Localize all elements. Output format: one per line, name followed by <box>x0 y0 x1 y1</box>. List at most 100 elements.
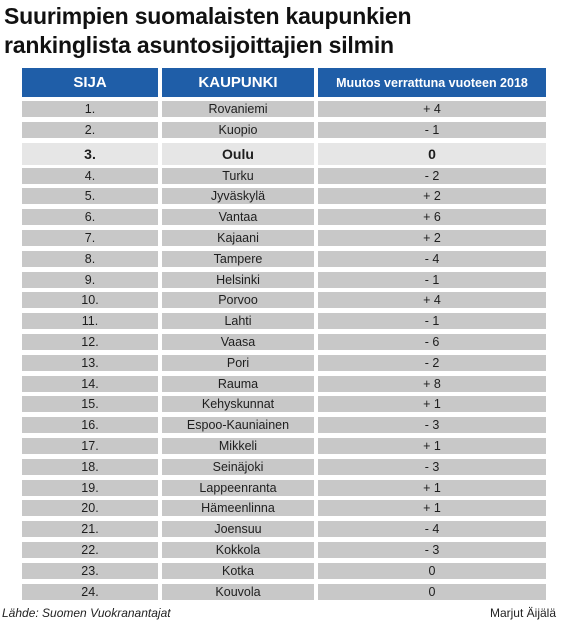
change-cell: - 4 <box>318 521 546 538</box>
city-cell: Turku <box>162 167 314 184</box>
rank-cell: 18. <box>22 458 158 475</box>
column-header-city: KAUPUNKI <box>162 68 314 97</box>
table-row: 1. Rovaniemi + 4 <box>22 101 546 117</box>
table-row: 18. Seinäjoki - 3 <box>22 458 546 475</box>
change-cell: - 6 <box>318 334 546 350</box>
rank-cell: 5. <box>22 188 158 205</box>
change-cell: - 1 <box>318 271 546 288</box>
ranking-table: SIJA KAUPUNKI Muutos verrattuna vuoteen … <box>22 68 546 600</box>
city-cell: Hämeenlinna <box>162 500 314 517</box>
rank-cell: 6. <box>22 209 158 226</box>
table-row: 15. Kehyskunnat + 1 <box>22 396 546 413</box>
city-cell: Pori <box>162 354 314 371</box>
city-cell: Kouvola <box>162 583 314 600</box>
change-cell: - 4 <box>318 250 546 267</box>
table-row: 21. Joensuu - 4 <box>22 521 546 538</box>
change-cell: + 8 <box>318 375 546 392</box>
rank-cell: 4. <box>22 167 158 184</box>
rank-cell: 1. <box>22 101 158 117</box>
change-cell: - 3 <box>318 417 546 434</box>
city-cell: Vaasa <box>162 334 314 350</box>
rank-cell: 16. <box>22 417 158 434</box>
change-cell: + 6 <box>318 209 546 226</box>
city-cell: Lappeenranta <box>162 479 314 496</box>
change-cell: + 2 <box>318 230 546 246</box>
rank-cell: 20. <box>22 500 158 517</box>
rank-cell: 21. <box>22 521 158 538</box>
table-row: 5. Jyväskylä + 2 <box>22 188 546 205</box>
change-cell: - 2 <box>318 167 546 184</box>
change-cell: 0 <box>318 562 546 579</box>
city-cell: Kuopio <box>162 121 314 138</box>
table-row: 14. Rauma + 8 <box>22 375 546 392</box>
change-cell: - 2 <box>318 354 546 371</box>
chart-title: Suurimpien suomalaisten kaupunkien ranki… <box>4 3 412 58</box>
rank-cell: 9. <box>22 271 158 288</box>
change-cell: - 3 <box>318 458 546 475</box>
table-row: 11. Lahti - 1 <box>22 313 546 330</box>
change-cell: + 4 <box>318 292 546 309</box>
change-cell: 0 <box>318 142 546 165</box>
city-cell: Lahti <box>162 313 314 330</box>
rank-cell: 22. <box>22 542 158 558</box>
rank-cell: 7. <box>22 230 158 246</box>
city-cell: Seinäjoki <box>162 458 314 475</box>
city-cell: Rovaniemi <box>162 101 314 117</box>
rank-cell: 17. <box>22 438 158 454</box>
change-cell: - 3 <box>318 542 546 558</box>
table-row: 19. Lappeenranta + 1 <box>22 479 546 496</box>
city-cell: Kehyskunnat <box>162 396 314 413</box>
table-row: 17. Mikkeli + 1 <box>22 438 546 454</box>
table-row: 6. Vantaa + 6 <box>22 209 546 226</box>
rank-cell: 2. <box>22 121 158 138</box>
change-cell: + 4 <box>318 101 546 117</box>
city-cell: Porvoo <box>162 292 314 309</box>
table-row: 22. Kokkola - 3 <box>22 542 546 558</box>
rank-cell: 10. <box>22 292 158 309</box>
change-cell: + 1 <box>318 396 546 413</box>
source-note: Lähde: Suomen Vuokranantajat <box>2 606 171 620</box>
change-cell: - 1 <box>318 313 546 330</box>
rank-cell: 13. <box>22 354 158 371</box>
table-row: 10. Porvoo + 4 <box>22 292 546 309</box>
rank-cell: 23. <box>22 562 158 579</box>
table-row: 12. Vaasa - 6 <box>22 334 546 350</box>
table-row: 3. Oulu 0 <box>22 142 546 165</box>
rank-cell: 12. <box>22 334 158 350</box>
rank-cell: 3. <box>22 142 158 165</box>
column-header-rank: SIJA <box>22 68 158 97</box>
table-row: 16. Espoo-Kauniainen - 3 <box>22 417 546 434</box>
city-cell: Rauma <box>162 375 314 392</box>
table-row: 20. Hämeenlinna + 1 <box>22 500 546 517</box>
rank-cell: 11. <box>22 313 158 330</box>
table-row: 23. Kotka 0 <box>22 562 546 579</box>
city-cell: Joensuu <box>162 521 314 538</box>
city-cell: Jyväskylä <box>162 188 314 205</box>
city-cell: Oulu <box>162 142 314 165</box>
rank-cell: 15. <box>22 396 158 413</box>
table-row: 2. Kuopio - 1 <box>22 121 546 138</box>
change-cell: + 1 <box>318 438 546 454</box>
rank-cell: 8. <box>22 250 158 267</box>
city-cell: Kokkola <box>162 542 314 558</box>
change-cell: + 1 <box>318 500 546 517</box>
city-cell: Helsinki <box>162 271 314 288</box>
table-row: 4. Turku - 2 <box>22 167 546 184</box>
author-credit: Marjut Äijälä <box>489 606 556 620</box>
city-cell: Kotka <box>162 562 314 579</box>
change-cell: + 2 <box>318 188 546 205</box>
rank-cell: 19. <box>22 479 158 496</box>
city-cell: Kajaani <box>162 230 314 246</box>
city-cell: Tampere <box>162 250 314 267</box>
change-cell: + 1 <box>318 479 546 496</box>
city-cell: Vantaa <box>162 209 314 226</box>
change-cell: 0 <box>318 583 546 600</box>
table-header: SIJA KAUPUNKI Muutos verrattuna vuoteen … <box>22 68 546 97</box>
city-cell: Mikkeli <box>162 438 314 454</box>
city-cell: Espoo-Kauniainen <box>162 417 314 434</box>
table-row: 9. Helsinki - 1 <box>22 271 546 288</box>
table-row: 24. Kouvola 0 <box>22 583 546 600</box>
table-row: 7. Kajaani + 2 <box>22 230 546 246</box>
table-row: 13. Pori - 2 <box>22 354 546 371</box>
rank-cell: 24. <box>22 583 158 600</box>
